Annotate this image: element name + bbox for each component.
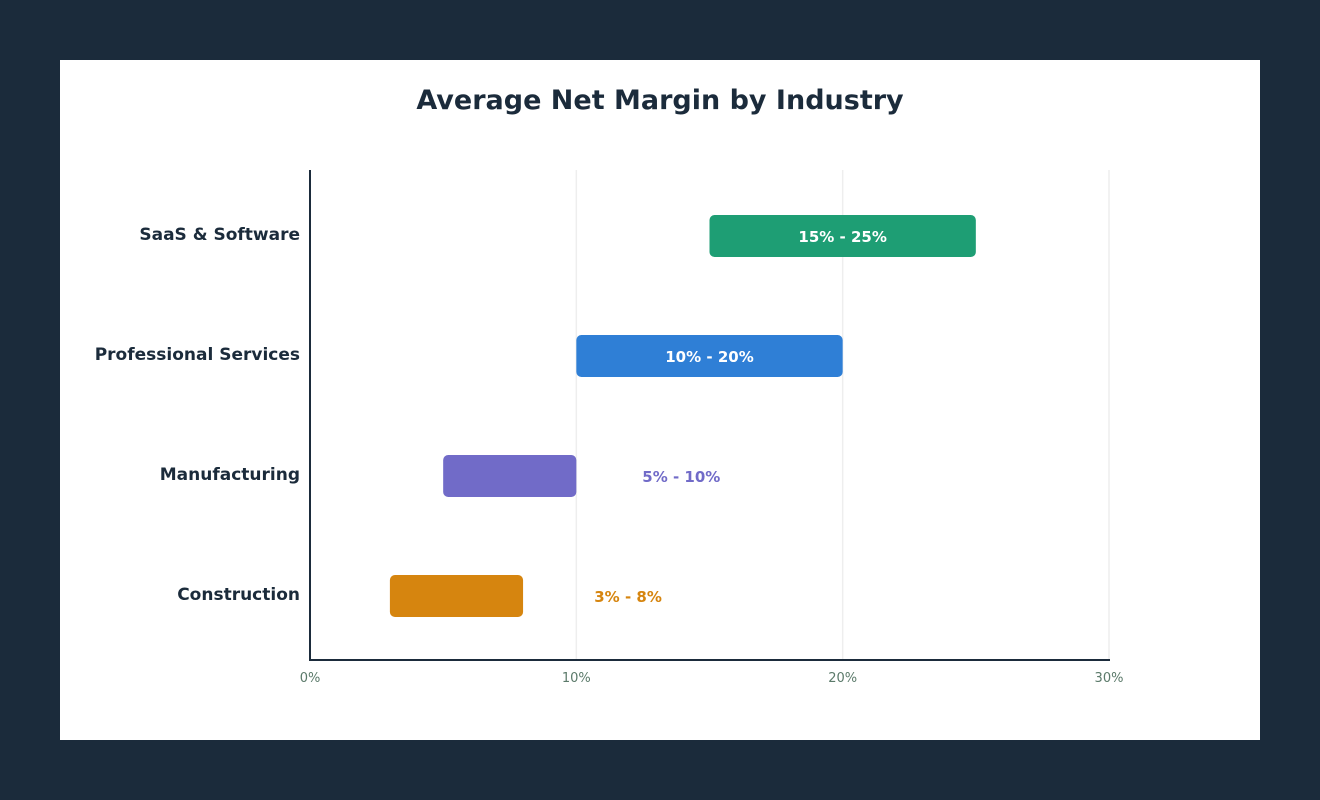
bar-value-label: 5% - 10% [642,468,720,486]
bar-value-label: 10% - 20% [665,348,753,366]
category-label: Construction [177,585,300,605]
x-tick-label: 10% [562,671,591,686]
range-bar [709,215,976,257]
range-bar [443,455,577,497]
category-label: Professional Services [95,345,300,365]
x-tick-label: 0% [300,671,321,686]
chart-card [60,60,1260,740]
bar-value-label: 15% - 25% [798,228,886,246]
x-tick-label: 30% [1095,671,1124,686]
category-label: Manufacturing [160,465,300,485]
range-bar [576,335,843,377]
x-tick-label: 20% [828,671,857,686]
bar-value-label: 3% - 8% [594,588,662,606]
range-bar [389,575,524,617]
chart-title: Average Net Margin by Industry [416,85,904,116]
category-label: SaaS & Software [139,225,300,245]
